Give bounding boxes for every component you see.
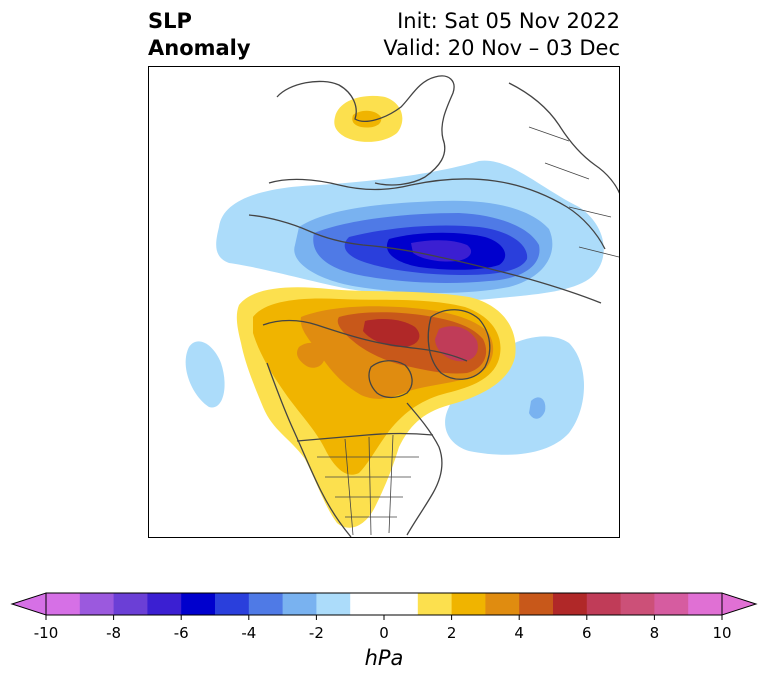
init-date-label: Init: Sat 05 Nov 2022	[397, 9, 620, 33]
colorbar-segment	[46, 593, 81, 615]
colorbar-tick-label: -4	[241, 624, 257, 642]
us-canada-border	[296, 432, 434, 442]
anomaly-map-svg	[185, 75, 619, 537]
colorbar-units: hPa	[364, 646, 404, 670]
colorbar-segment	[654, 593, 689, 615]
us-state-lines	[317, 434, 419, 536]
colorbar-segment	[147, 593, 182, 615]
map-subtitle: Init: Sat 05 Nov 2022 Valid: 20 Nov – 03…	[383, 8, 620, 62]
title-line-anomaly: Anomaly	[148, 36, 251, 60]
colorbar-segment	[282, 593, 317, 615]
colorbar-tick-label: 0	[379, 624, 389, 642]
colorbar	[10, 592, 758, 620]
russian-far-east-borders	[528, 126, 619, 258]
colorbar-tick-label: 6	[582, 624, 592, 642]
scandinavia-high-core	[352, 110, 382, 128]
north-america-high-5	[363, 319, 420, 347]
colorbar-tick-label: 10	[712, 624, 732, 642]
colorbar-tick-label: 4	[514, 624, 524, 642]
valid-range-label: Valid: 20 Nov – 03 Dec	[383, 36, 620, 60]
eurasia-arctic-coast	[268, 178, 606, 250]
hudson-bay	[368, 360, 413, 399]
colorbar-tick-label: -10	[33, 624, 59, 642]
colorbar-segment	[384, 593, 419, 615]
colorbar-segment	[113, 593, 148, 615]
north-america-west-coast	[266, 362, 352, 537]
colorbar-tick-label: -8	[106, 624, 122, 642]
colorbar-segment	[316, 593, 351, 615]
colorbar-segments	[46, 593, 723, 615]
europe-coast	[276, 75, 455, 186]
colorbar-segment	[79, 593, 115, 615]
alaska-canada-coast	[262, 319, 468, 362]
colorbar-segment	[181, 593, 216, 615]
colorbar-tick-label: 8	[649, 624, 660, 642]
colorbar-segment	[586, 593, 622, 615]
colorbar-max-arrow	[721, 592, 758, 616]
anomaly-map	[148, 66, 620, 538]
geography-outlines	[248, 75, 619, 537]
map-title: SLP Anomaly	[148, 8, 251, 62]
colorbar-segment	[688, 593, 723, 615]
north-atlantic-low-core	[529, 397, 546, 419]
colorbar-segment	[248, 593, 284, 615]
arctic-low-peak	[411, 240, 472, 262]
north-atlantic-low	[445, 336, 584, 455]
colorbar-segment	[553, 593, 588, 615]
north-pacific-low	[185, 341, 225, 408]
greenland-high-core	[435, 326, 478, 362]
colorbar-segment	[519, 593, 554, 615]
eurasia-north-coast	[248, 214, 602, 304]
colorbar-segment	[620, 593, 655, 615]
east-asia-coast	[508, 82, 619, 194]
colorbar-tick-label: 2	[446, 624, 457, 642]
colorbar-segment	[485, 593, 520, 615]
colorbar-segment	[215, 593, 250, 615]
greenland-outline	[427, 309, 491, 380]
title-line-slp: SLP	[148, 9, 192, 33]
colorbar-tick-label: -6	[173, 624, 189, 642]
colorbar-ticks	[45, 615, 723, 620]
west-canada-high-spot	[297, 342, 325, 368]
colorbar-segment	[451, 593, 486, 615]
colorbar-tick-label: -2	[308, 624, 324, 642]
colorbar-segment	[417, 593, 453, 615]
colorbar-segment	[350, 593, 385, 615]
colorbar-min-arrow	[10, 592, 47, 616]
anomaly-field	[185, 95, 604, 528]
north-america-east-coast	[406, 402, 443, 536]
